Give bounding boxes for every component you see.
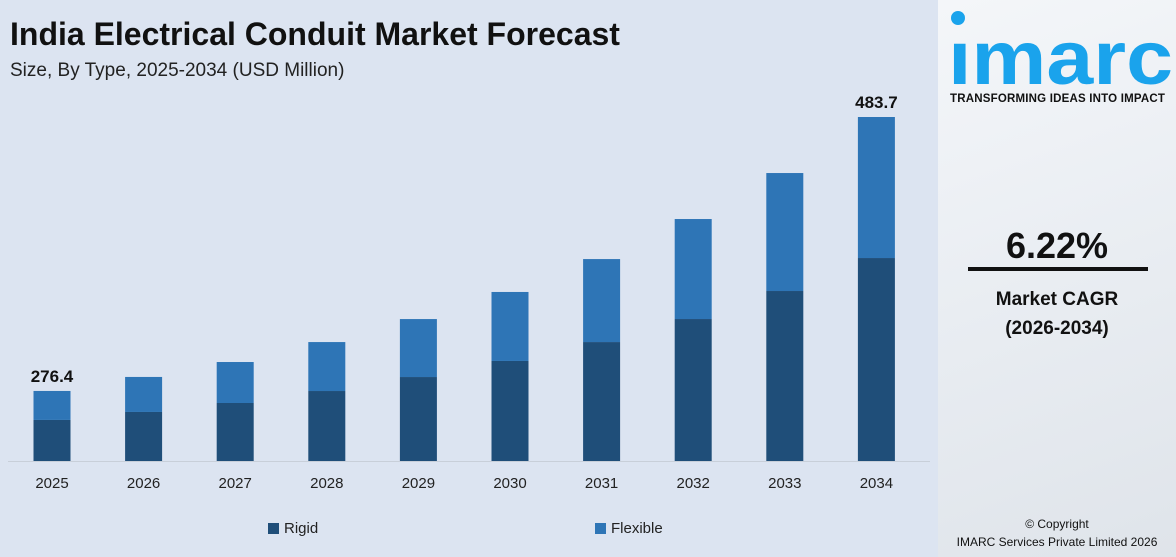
x-tick-label-2033: 2033 [768,475,801,492]
cagr-period: (2026-2034) [1005,318,1109,339]
svg-text:ımarc: ımarc [948,16,1173,88]
legend-swatch-flexible [595,523,606,534]
bar-rigid-2025 [33,419,71,461]
x-tick-label-2027: 2027 [219,475,252,492]
bar-flexible-2032 [674,219,712,320]
bar-flexible-2027 [216,362,254,403]
x-tick-label-2030: 2030 [493,475,526,492]
bar-rigid-2034 [857,258,895,461]
bar-rigid-2032 [674,319,712,461]
bar-rigid-2029 [399,377,437,461]
chart-title: India Electrical Conduit Market Forecast [10,16,620,52]
legend-label-rigid: Rigid [284,520,319,537]
bar-rigid-2028 [308,391,346,461]
x-tick-label-2031: 2031 [585,475,618,492]
cagr-label-text: Market CAGR [995,289,1119,310]
chart-subtitle: Size, By Type, 2025-2034 (USD Million) [10,60,345,81]
x-tick-label-2029: 2029 [402,475,435,492]
bar-flexible-2029 [399,319,437,378]
x-tick-label-2034: 2034 [860,475,893,492]
bar-flexible-2031 [583,259,621,343]
logo-tagline: TRANSFORMING IDEAS INTO IMPACT [950,93,1166,105]
data-label-2025: 276.4 [31,367,74,386]
copyright-text: © Copyright [1025,517,1089,531]
bar-flexible-2033 [766,173,804,292]
bar-rigid-2027 [216,402,254,461]
bar-rigid-2031 [583,342,621,461]
cagr-divider [968,267,1148,271]
x-tick-label-2032: 2032 [677,475,710,492]
legend-item-rigid: Rigid [268,520,318,537]
legend-label-flexible: Flexible [611,520,663,537]
bar-flexible-2030 [491,291,529,361]
bar-rigid-2026 [125,411,163,461]
data-label-2034: 483.7 [855,93,898,112]
sidebar-panel: ımarc TRANSFORMING IDEAS INTO IMPACT 6.2… [938,0,1176,557]
bar-flexible-2034 [857,117,895,259]
cagr-label: Market CAGR (2026-2034) [938,285,1176,343]
imarc-logo: ımarc [948,11,1173,88]
bar-rigid-2033 [766,291,804,461]
bar-flexible-2028 [308,342,346,392]
stacked-bar-chart: 2025 276.4 2026 2027 2028 2029 2030 2031 2032 203… [8,93,930,492]
copyright: © Copyright IMARC Services Private Limit… [938,515,1176,551]
company-name: IMARC Services Private Limited 2026 [956,535,1158,549]
bar-flexible-2025 [33,390,71,420]
x-tick-label-2025: 2025 [35,475,68,492]
bar-rigid-2030 [491,360,529,461]
legend-swatch-rigid [268,523,279,534]
legend-item-flexible: Flexible [595,520,663,537]
x-tick-label-2028: 2028 [310,475,343,492]
x-tick-label-2026: 2026 [127,475,160,492]
cagr-value: 6.22% [1005,225,1109,266]
bar-flexible-2026 [125,376,163,412]
